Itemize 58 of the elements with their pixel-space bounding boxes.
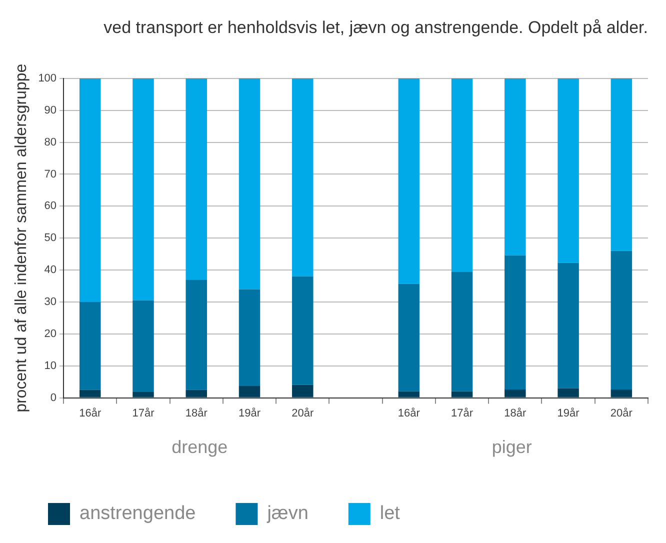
- bar: [504, 255, 526, 390]
- bar: [132, 78, 154, 300]
- bar: [451, 272, 473, 392]
- x-tick-label: 19år: [238, 407, 261, 420]
- y-tick-label: 90: [44, 104, 57, 116]
- y-axis-title: procent ud af alle indenfor sammen aldersgruppe: [13, 64, 30, 412]
- text: piger: [492, 436, 532, 457]
- legend-label: jævn: [266, 503, 308, 524]
- y-tick-label: 60: [44, 200, 57, 212]
- y-tick-label: 100: [38, 72, 57, 84]
- x-tick-label: 20år: [292, 407, 314, 420]
- y-tick-label: 0: [50, 392, 57, 404]
- y-tick-label: 10: [44, 360, 57, 372]
- y-tick-label: 30: [44, 296, 57, 308]
- bar: [504, 389, 526, 398]
- x-tick-label: 16år: [398, 407, 420, 420]
- chart-title: ved transport er henholdsvis let, jævn og anstrengende. Opdelt på alder.: [104, 18, 648, 37]
- bar: [398, 78, 420, 284]
- bar: [558, 78, 579, 263]
- bar: [451, 78, 473, 272]
- bar: [398, 284, 420, 392]
- x-tick-label: 20år: [610, 407, 633, 420]
- bar: [79, 302, 101, 390]
- legend-label: let: [380, 503, 401, 524]
- y-tick-label: 40: [44, 264, 57, 276]
- x-tick-label: 18år: [504, 407, 527, 420]
- bar: [610, 250, 632, 390]
- bar: [79, 78, 101, 302]
- x-tick-label: 19år: [557, 407, 580, 420]
- bar: [504, 78, 526, 256]
- bar: [292, 276, 314, 385]
- bar: [398, 391, 420, 398]
- y-tick-label: 50: [44, 232, 57, 244]
- x-tick-label: 16år: [79, 407, 102, 420]
- bar: [558, 388, 579, 398]
- bar: [132, 300, 154, 392]
- text: drenge: [172, 436, 228, 457]
- bar: [186, 78, 208, 280]
- x-tick-label: 18år: [185, 407, 208, 420]
- bar: [79, 390, 101, 398]
- legend-label: anstrengende: [80, 503, 196, 524]
- bar: [132, 392, 154, 398]
- x-tick-label: 17år: [132, 407, 155, 420]
- bar: [238, 78, 260, 290]
- bar: [558, 262, 579, 388]
- y-tick-label: 80: [44, 136, 57, 148]
- bar: [186, 390, 208, 398]
- bar: [186, 280, 208, 390]
- x-tick-label: 17år: [451, 407, 474, 420]
- bar: [292, 384, 314, 398]
- bar: [238, 289, 260, 386]
- bar: [238, 386, 260, 398]
- bar: [610, 389, 632, 398]
- bar: [292, 78, 314, 276]
- y-tick-label: 20: [44, 328, 57, 340]
- y-tick-label: 70: [44, 168, 57, 180]
- bar: [610, 78, 632, 251]
- bar: [451, 391, 473, 398]
